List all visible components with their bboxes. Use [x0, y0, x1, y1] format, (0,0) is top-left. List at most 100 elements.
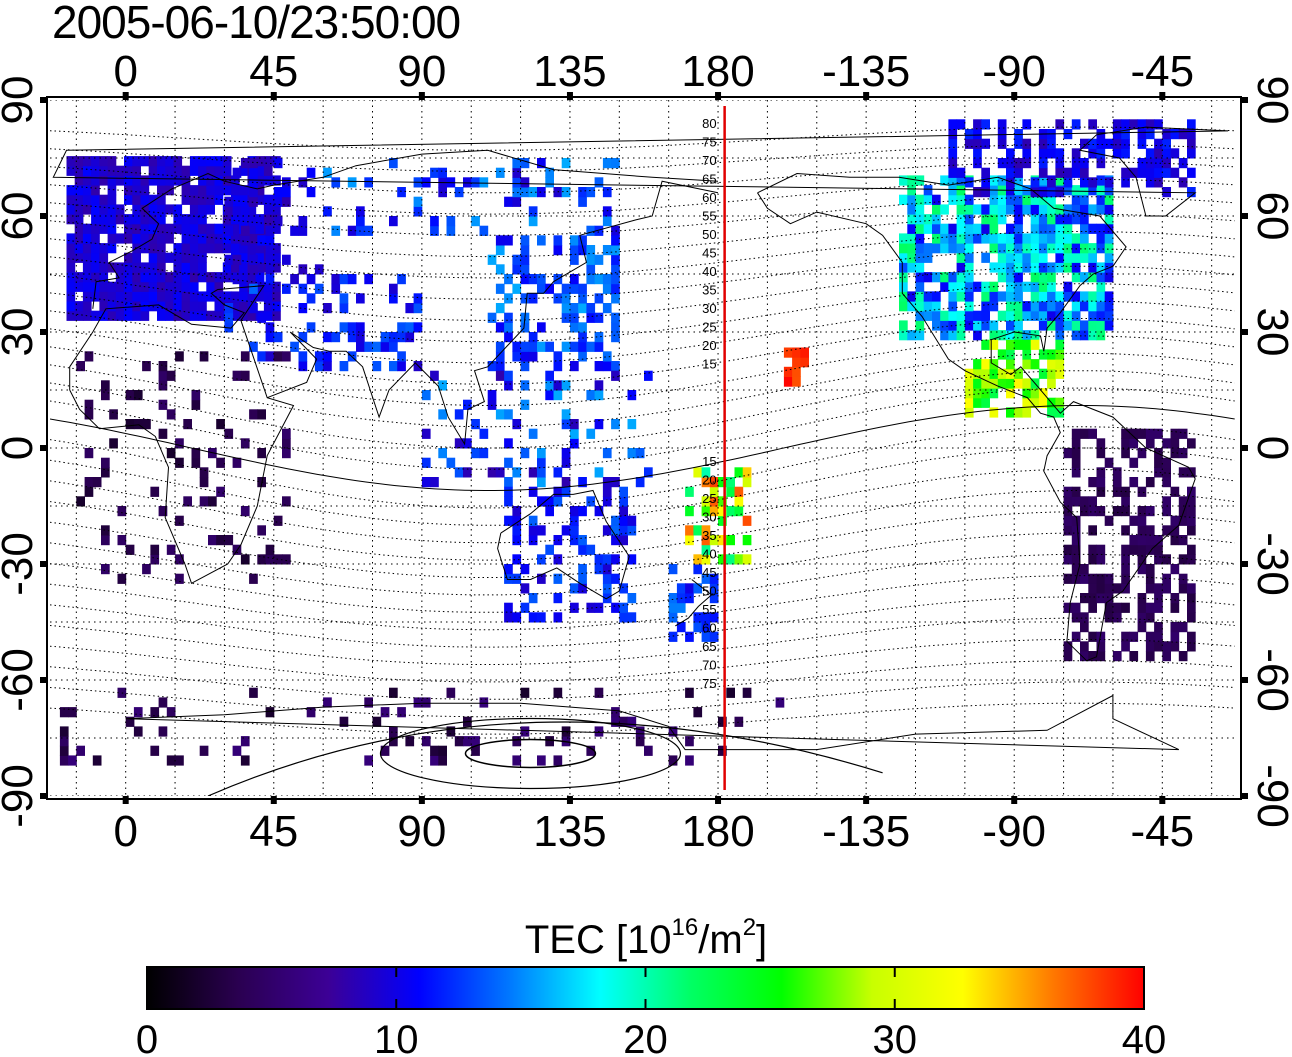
tec-pixel	[932, 204, 941, 215]
tec-pixel	[611, 274, 620, 285]
tec-pixel	[224, 254, 234, 265]
tec-pixel	[586, 602, 596, 613]
tec-pixel	[189, 252, 199, 263]
tec-pixel	[981, 320, 990, 331]
colorbar-tick-label: 30	[873, 1018, 918, 1057]
tec-pixel	[1088, 243, 1097, 254]
tec-pixel	[198, 301, 207, 312]
tec-pixel	[520, 726, 530, 737]
tec-pixel	[1022, 204, 1032, 215]
tec-pixel	[619, 535, 628, 546]
tec-pixel	[323, 206, 332, 217]
tec-pixel	[602, 187, 612, 198]
tec-pixel	[537, 496, 546, 507]
tec-pixel	[545, 506, 554, 517]
tec-pixel	[263, 165, 273, 176]
tec-pixel	[989, 320, 999, 331]
tec-pixel	[997, 252, 1007, 263]
tec-pixel	[181, 214, 191, 225]
tec-pixel	[157, 185, 166, 196]
tec-pixel	[91, 252, 100, 263]
tec-pixel	[1038, 175, 1048, 186]
tec-pixel	[214, 175, 224, 186]
tec-pixel	[107, 301, 117, 312]
tec-pixel	[553, 593, 563, 604]
tec-pixel	[181, 301, 191, 312]
tec-pixel	[578, 351, 587, 362]
tec-pixel	[1006, 252, 1015, 263]
tec-pixel	[520, 274, 530, 285]
tec-pixel	[231, 243, 240, 254]
tec-pixel	[148, 194, 158, 205]
colorbar-tick-label: 20	[623, 1018, 668, 1057]
tec-pixel	[74, 185, 84, 196]
tec-pixel	[1187, 496, 1196, 507]
tec-pixel	[1047, 281, 1056, 292]
tec-pixel	[124, 272, 133, 283]
tec-pixel	[948, 129, 958, 140]
tec-pixel	[948, 233, 958, 244]
tec-pixel	[231, 291, 240, 302]
tec-pixel	[99, 204, 109, 215]
tec-pixel	[1006, 262, 1015, 273]
tec-pixel	[1055, 320, 1065, 331]
tec-pixel	[1170, 438, 1180, 449]
tec-pixel	[915, 204, 925, 215]
tec-pixel	[553, 486, 563, 497]
tec-pixel	[1038, 214, 1048, 225]
lat-tick-label-left: -30	[0, 532, 42, 596]
tec-pixel	[263, 214, 273, 225]
tec-pixel	[742, 554, 752, 565]
tec-pixel	[247, 310, 257, 321]
tec-pixel	[272, 281, 281, 292]
tec-pixel	[1063, 223, 1073, 234]
tec-pixel	[66, 233, 76, 244]
tec-pixel	[157, 310, 166, 321]
tec-pixel	[1104, 194, 1114, 205]
tec-pixel	[331, 274, 341, 285]
tec-pixel	[1006, 310, 1015, 321]
tec-pixel	[512, 158, 522, 169]
tec-pixel	[132, 175, 141, 186]
tec-pixel	[158, 697, 168, 708]
tec-pixel	[792, 357, 801, 368]
tec-pixel	[989, 301, 999, 312]
tec-pixel	[173, 223, 183, 234]
tec-pixel	[101, 390, 110, 401]
tec-pixel	[1022, 388, 1032, 399]
tec-pixel	[66, 291, 76, 302]
tec-pixel	[1145, 525, 1155, 536]
tec-pixel	[915, 223, 925, 234]
tec-pixel	[148, 262, 158, 273]
tec-pixel	[685, 755, 694, 766]
tec-pixel	[438, 187, 447, 198]
tec-pixel	[1112, 486, 1122, 497]
tec-pixel	[389, 158, 398, 169]
tec-pixel	[173, 243, 183, 254]
tec-pixel	[611, 254, 620, 265]
tec-pixel	[1030, 397, 1040, 408]
tec-pixel	[1071, 185, 1081, 196]
tec-pixel	[356, 293, 365, 304]
tec-pixel	[1038, 320, 1048, 331]
tec-pixel	[430, 216, 439, 227]
magnetic-latitude-label: 20	[702, 338, 716, 353]
tec-pixel	[940, 223, 949, 234]
lon-tick	[270, 796, 277, 804]
tec-pixel	[1162, 641, 1171, 652]
tec-pixel	[997, 330, 1007, 341]
tec-pixel	[74, 243, 84, 254]
tec-pixel	[157, 281, 166, 292]
tec-pixel	[214, 185, 224, 196]
lon-tick-label-bottom: -90	[982, 807, 1046, 856]
tec-pixel	[611, 283, 620, 294]
tec-pixel	[74, 204, 84, 215]
tec-pixel	[907, 214, 916, 225]
tec-pixel	[231, 233, 240, 244]
tec-pixel	[512, 467, 522, 478]
tec-pixel	[239, 252, 248, 263]
tec-pixel	[1080, 252, 1089, 263]
tec-pixel	[298, 361, 308, 372]
tec-pixel	[586, 225, 596, 236]
lon-tick	[863, 92, 870, 100]
